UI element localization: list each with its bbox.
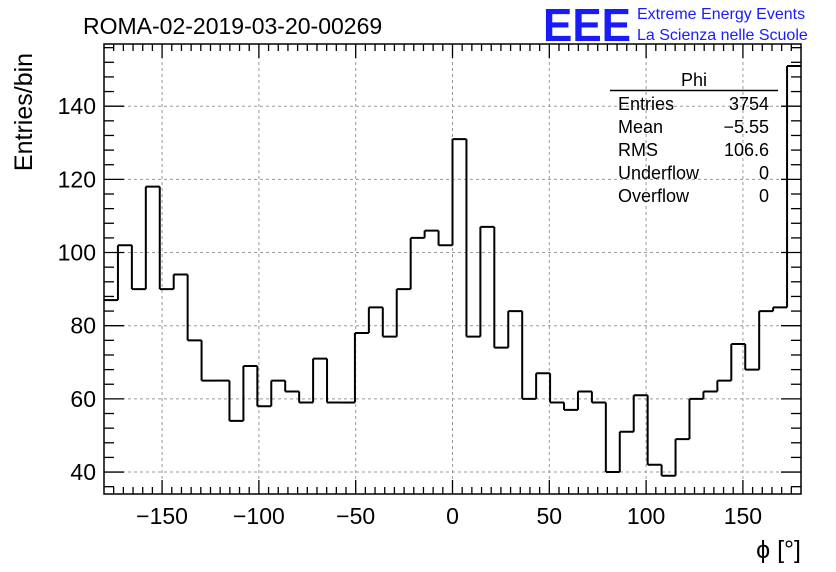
histogram-bin	[604, 402, 620, 474]
histogram-bin	[284, 380, 300, 393]
x-tick-label: 0	[446, 503, 459, 529]
histogram-bin	[688, 397, 704, 440]
histogram-bin	[772, 306, 788, 312]
histogram-bin	[437, 230, 453, 247]
histogram-bin	[632, 394, 648, 432]
histogram-bin	[172, 273, 188, 290]
histogram-bin	[716, 379, 732, 392]
histogram-bin	[116, 244, 132, 301]
y-tick-label: 120	[58, 166, 96, 192]
y-tick-label: 60	[70, 386, 96, 412]
y-tick-label: 40	[70, 459, 96, 485]
histogram-bin	[144, 185, 160, 290]
x-tick-label: 50	[537, 503, 563, 529]
histogram-bin	[479, 225, 495, 337]
histogram-bin	[786, 64, 801, 308]
stats-row-label: Entries	[618, 94, 674, 114]
histogram-bin	[367, 306, 383, 334]
stats-row-value: 0	[759, 163, 769, 183]
stats-row-value: 106.6	[724, 140, 769, 160]
histogram-bin	[312, 357, 328, 403]
histogram-bin	[200, 340, 216, 382]
y-tick-label: 80	[70, 313, 96, 339]
y-tick-label: 100	[58, 240, 96, 266]
grid-lines	[104, 44, 801, 494]
histogram-bin	[535, 372, 551, 399]
histogram-bin	[590, 391, 606, 404]
stats-row-label: RMS	[618, 140, 658, 160]
stats-row-value: 0	[759, 186, 769, 206]
histogram-bin	[730, 343, 746, 381]
x-tick-label: 150	[724, 503, 762, 529]
x-tick-label: −100	[233, 503, 285, 529]
histogram-bin	[465, 139, 481, 338]
y-tick-labels: 40 60 80 100 120 140	[58, 93, 96, 485]
stats-row-label: Underflow	[618, 163, 700, 183]
histogram-bin	[744, 344, 760, 371]
histogram-bin	[353, 332, 369, 403]
histogram-bin	[228, 380, 244, 422]
x-tick-label: −50	[336, 503, 375, 529]
x-tick-label: −150	[136, 503, 188, 529]
histogram-bin	[423, 229, 439, 238]
y-tick-label: 140	[58, 93, 96, 119]
histogram-bin	[451, 138, 467, 246]
histogram-bin	[758, 310, 774, 370]
eee-logo-mark: EEE	[543, 0, 631, 51]
histogram-bin	[256, 365, 272, 408]
stats-row-label: Overflow	[618, 186, 690, 206]
stats-row-value: −5.55	[723, 117, 769, 137]
histogram-bin	[646, 395, 662, 466]
histogram-bin	[618, 430, 634, 473]
eee-logo-line1: Extreme Energy Events	[637, 6, 805, 23]
histogram-bin	[674, 438, 690, 476]
histogram-bin	[563, 402, 578, 411]
histogram-bin	[702, 390, 718, 399]
histogram-bin	[507, 310, 523, 348]
histogram-bin	[493, 226, 509, 349]
chart-title: ROMA-02-2019-03-20-00269	[83, 13, 382, 39]
y-axis-label: Entries/bin	[10, 53, 38, 171]
histogram-bin	[409, 236, 425, 290]
histogram-series	[104, 64, 801, 477]
histogram-bin	[576, 390, 592, 410]
histogram-bin	[242, 364, 258, 421]
eee-logo: EEE Extreme Energy Events La Scienza nel…	[543, 0, 808, 51]
histogram-bin	[660, 464, 676, 477]
x-tick-label: 100	[627, 503, 665, 529]
stats-box-title: Phi	[681, 70, 707, 90]
eee-logo-line2: La Scienza nelle Scuole	[637, 27, 808, 44]
histogram-bin	[395, 288, 411, 337]
histogram-bin	[549, 373, 565, 404]
axis-ticks	[104, 44, 801, 494]
histogram-bin	[326, 358, 341, 404]
histogram-bin	[186, 274, 202, 342]
stats-row-value: 3754	[729, 94, 769, 114]
histogram-bin	[158, 186, 174, 291]
histogram-bin	[270, 379, 286, 407]
x-tick-labels: −150 −100 −50 0 50 100 150	[136, 503, 762, 529]
histogram-bin	[521, 311, 537, 400]
histogram-bin	[130, 245, 146, 291]
histogram-bin	[381, 307, 397, 338]
x-axis-label: ϕ [°]	[756, 536, 801, 564]
stats-row-label: Mean	[618, 117, 663, 137]
stats-box-rows: Entries 3754 Mean −5.55 RMS 106.6 Underflow 0 Ov…	[618, 94, 769, 206]
stats-box: Phi Entries 3754 Mean −5.55 RMS 106.6 Underflo…	[610, 70, 778, 206]
histogram-bin	[298, 391, 314, 404]
